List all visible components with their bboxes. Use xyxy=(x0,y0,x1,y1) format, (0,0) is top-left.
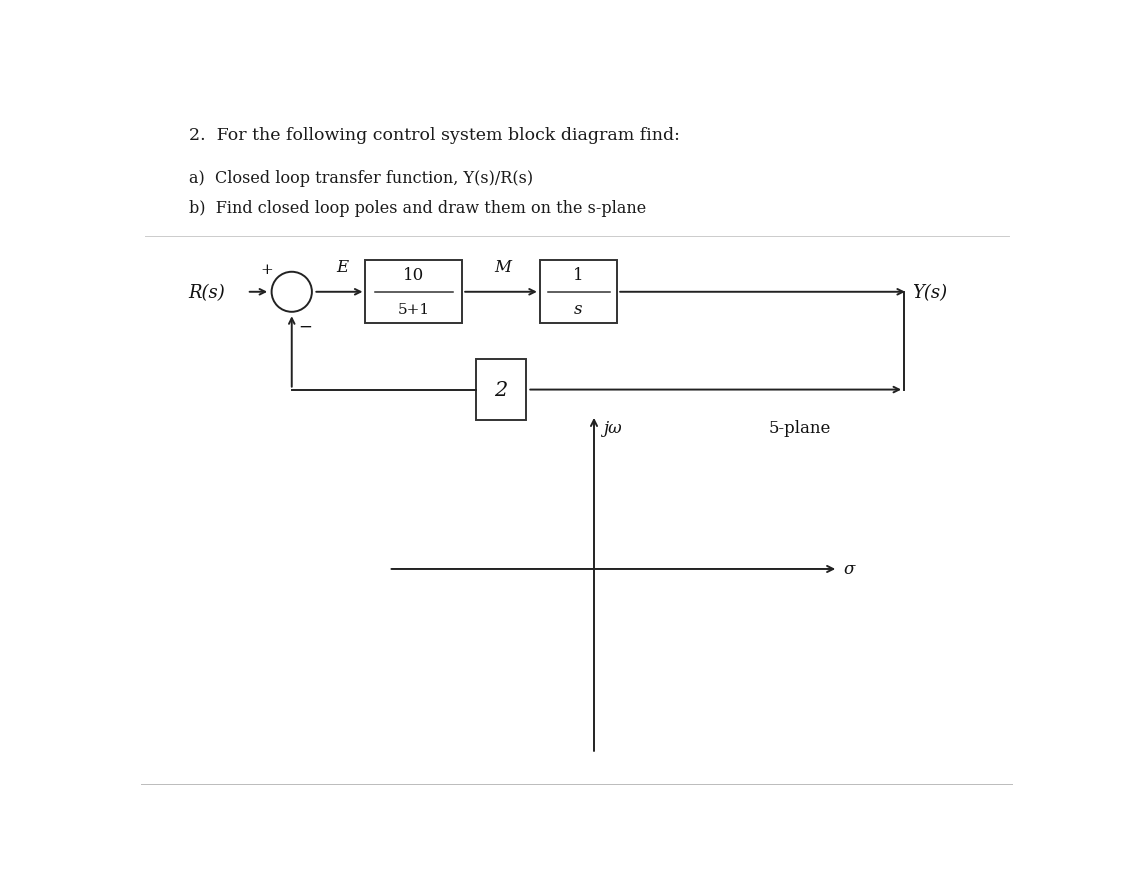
Text: +: + xyxy=(261,262,273,276)
Text: b)  Find closed loop poles and draw them on the s-plane: b) Find closed loop poles and draw them … xyxy=(189,200,646,217)
Text: Y(s): Y(s) xyxy=(911,284,947,301)
Text: −: − xyxy=(298,319,312,336)
Text: 5+1: 5+1 xyxy=(398,302,430,316)
Text: E: E xyxy=(336,259,349,276)
Text: 10: 10 xyxy=(403,267,424,284)
Text: R(s): R(s) xyxy=(189,284,225,301)
FancyBboxPatch shape xyxy=(476,360,525,421)
Text: jω: jω xyxy=(603,419,622,436)
FancyBboxPatch shape xyxy=(540,260,618,324)
Text: M: M xyxy=(494,259,511,276)
FancyBboxPatch shape xyxy=(366,260,462,324)
Text: σ: σ xyxy=(844,561,855,578)
Text: 5-plane: 5-plane xyxy=(768,419,830,436)
Text: 2: 2 xyxy=(494,381,507,400)
Text: a)  Closed loop transfer function, Y(s)/R(s): a) Closed loop transfer function, Y(s)/R… xyxy=(189,169,533,186)
Text: 1: 1 xyxy=(574,267,584,284)
Text: 2.  For the following control system block diagram find:: 2. For the following control system bloc… xyxy=(189,127,680,144)
Text: s: s xyxy=(574,301,583,318)
